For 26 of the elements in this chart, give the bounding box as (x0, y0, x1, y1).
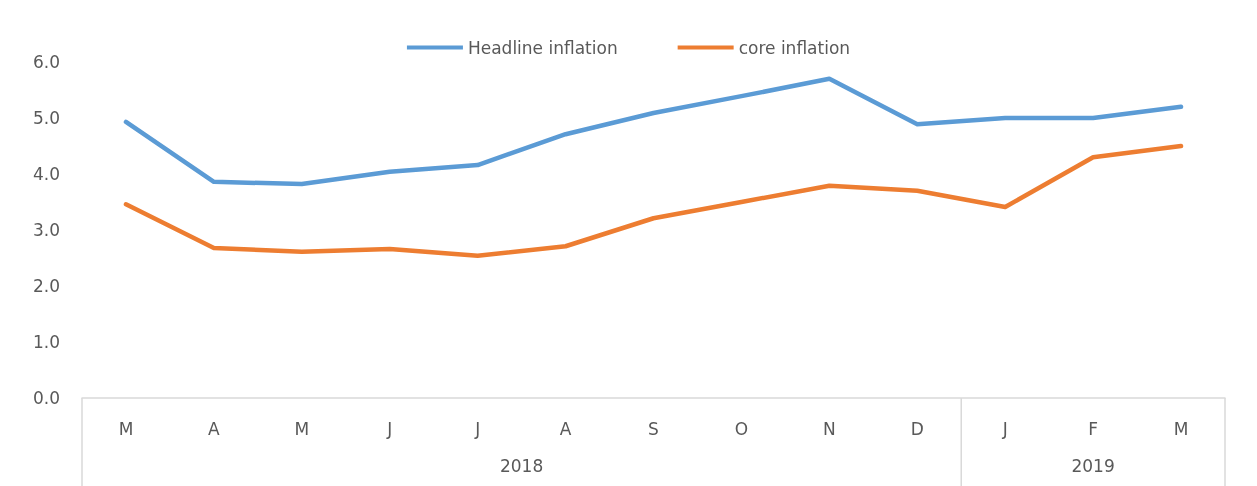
x-tick-label: M (294, 418, 310, 439)
y-tick-label: 1.0 (32, 332, 60, 352)
x-tick-label: A (559, 418, 572, 439)
x-tick-label: A (208, 418, 221, 439)
line-series (123, 143, 1184, 259)
x-tick-label: J (386, 418, 393, 439)
line-series (123, 76, 1184, 187)
y-tick-label: 5.0 (32, 108, 60, 128)
x-tick-label: O (734, 418, 749, 439)
x-tick-label: M (118, 418, 134, 439)
y-tick-label: 6.0 (32, 52, 60, 72)
x-tick-label: D (910, 418, 924, 439)
legend-label: core inflation (738, 37, 851, 58)
x-tick-label: N (822, 418, 836, 439)
text: 2019 (1071, 456, 1115, 476)
y-tick-label: 0.0 (32, 388, 60, 408)
x-tick-label: S (648, 418, 659, 439)
y-tick-label: 2.0 (32, 276, 60, 296)
y-tick-label: 3.0 (32, 220, 60, 240)
x-tick-label: J (474, 418, 481, 439)
legend-label: Headline inflation (467, 37, 618, 58)
x-tick-label: F (1088, 418, 1099, 439)
y-tick-label: 4.0 (32, 164, 60, 184)
text: 2018 (499, 456, 544, 476)
x-tick-label: J (1001, 418, 1008, 439)
x-tick-label: M (1173, 418, 1189, 439)
